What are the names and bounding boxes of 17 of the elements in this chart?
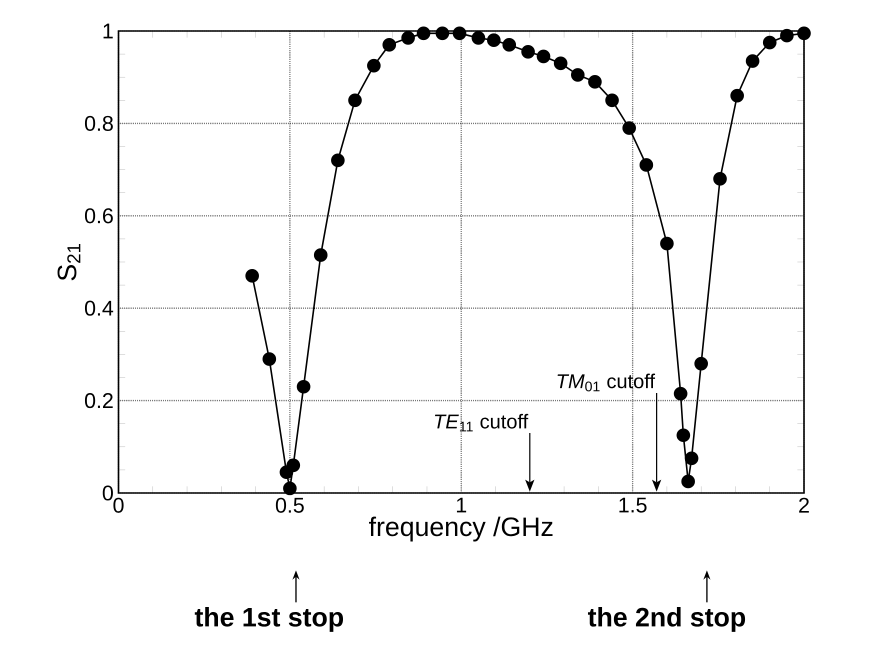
x-tick-label: 2 — [799, 498, 809, 513]
ref-line-label: TE$_{11}$ cutoff — [434, 414, 528, 432]
x-axis-title: frequency /GHz — [369, 516, 553, 542]
ref-line-label: TM$_{01}$ cutoff — [558, 374, 656, 392]
x-tick-label: 1.5 — [619, 498, 647, 513]
y-tick-label: 1 — [104, 24, 113, 38]
x-tick-label: 0 — [113, 498, 124, 513]
y-tick-label: 0 — [102, 485, 113, 501]
y-axis-title: S$_{21}$ — [58, 244, 80, 280]
x-tick-label: 0.5 — [276, 498, 304, 513]
y-tick-label: 0.2 — [84, 393, 113, 408]
y-tick-label: 0.6 — [84, 208, 113, 224]
text: the 2nd stop — [588, 607, 746, 632]
y-tick-label: 0.4 — [84, 300, 114, 316]
x-tick-label: 1 — [456, 498, 466, 512]
text: the 1st stop — [194, 607, 344, 632]
y-tick-label: 0.8 — [84, 116, 113, 131]
